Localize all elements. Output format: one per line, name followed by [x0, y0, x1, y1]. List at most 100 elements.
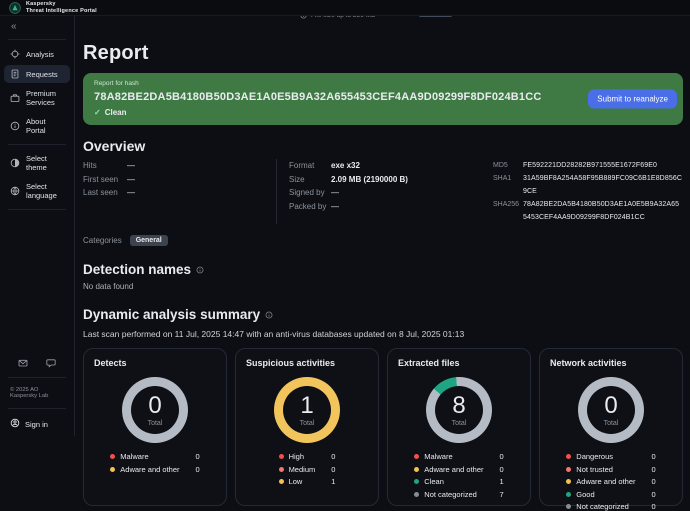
- legend-value: 7: [499, 489, 504, 499]
- legend-value: 0: [651, 464, 656, 474]
- dynamic-summary-title: Dynamic analysis summary: [83, 307, 261, 322]
- file-info-value: exe x32: [331, 161, 360, 170]
- donut-chart: 1 Total: [274, 377, 340, 443]
- file-info-label: Format: [289, 161, 315, 170]
- file-info-value: —: [331, 188, 339, 197]
- donut-total-value: 0: [604, 391, 618, 419]
- legend-value: 0: [651, 502, 656, 511]
- donut-center: 1 Total: [283, 386, 331, 434]
- legend-value: 0: [499, 464, 504, 474]
- feedback-chat-icon[interactable]: [46, 358, 56, 368]
- legend-label: Malware: [120, 452, 149, 461]
- legend-label: Good: [576, 489, 595, 499]
- legend-dot: [566, 479, 572, 484]
- summary-card: Detects 0 Total Malware 0 Adware and other 0: [83, 348, 227, 506]
- legend-dot: [414, 454, 420, 459]
- donut-total-label: Total: [603, 419, 619, 427]
- legend-label: Low: [288, 477, 303, 486]
- summary-card: Suspicious activities 1 Total High 0 Medium 0 L…: [235, 348, 379, 506]
- sidebar-collapse-button[interactable]: «: [4, 20, 70, 35]
- legend-dot: [566, 454, 572, 459]
- main-content: File size up to 256 MB Report Report for…: [75, 12, 690, 511]
- info-icon[interactable]: [265, 311, 273, 319]
- sign-in-label: Sign in: [25, 419, 48, 429]
- hash-label: MD5: [493, 162, 508, 169]
- sidebar-item-select-language[interactable]: Select language: [4, 178, 70, 204]
- legend-label: Dangerous: [576, 452, 613, 461]
- stat-value: —: [127, 161, 135, 170]
- legend-dot: [278, 454, 284, 459]
- file-info-value: —: [331, 201, 339, 211]
- no-data-text: No data found: [83, 282, 134, 291]
- briefcase-icon: [10, 93, 20, 103]
- sidebar-item-requests[interactable]: Requests: [4, 65, 70, 83]
- overview-heading: Overview: [83, 138, 146, 154]
- donut-total-value: 8: [452, 391, 466, 419]
- info-icon: [10, 121, 20, 131]
- card-legend: Malware 0 Adware and other 0 Clean 1 Not categ…: [414, 452, 504, 499]
- md5-value: FE592221DD28282B971555E1672F69E0: [523, 162, 657, 169]
- stat-label: Last seen: [83, 188, 118, 197]
- sidebar-item-label: About Portal: [26, 117, 46, 135]
- legend-dot: [414, 479, 420, 484]
- brand-subtitle: Threat Intelligence Portal: [26, 7, 97, 14]
- verdict-badge: ✓ Clean: [94, 108, 672, 117]
- person-icon: [10, 418, 20, 430]
- sidebar-item-premium-services[interactable]: Premium Services: [4, 85, 70, 111]
- legend-label: Not trusted: [576, 464, 613, 474]
- hash-label: SHA1: [493, 175, 512, 182]
- card-title: Suspicious activities: [246, 358, 336, 368]
- overview-grid: Hits — First seen — Last seen — Format exe x…: [83, 159, 683, 224]
- topbar: Kaspersky Threat Intelligence Portal: [0, 0, 690, 16]
- donut-chart: 0 Total: [122, 377, 188, 443]
- copyright-text: © 2025 AO Kaspersky Lab: [10, 387, 49, 399]
- legend-value: 0: [651, 477, 656, 486]
- email-icon[interactable]: [18, 358, 28, 368]
- legend-value: 1: [331, 477, 336, 486]
- sidebar-item-select-theme[interactable]: Select theme: [4, 150, 70, 176]
- divider: [8, 209, 66, 210]
- sign-in-button[interactable]: Sign in: [4, 413, 70, 431]
- theme-icon: [10, 158, 20, 168]
- donut-total-label: Total: [147, 419, 163, 427]
- card-legend: Dangerous 0 Not trusted 0 Adware and other 0 G…: [566, 452, 656, 511]
- info-icon[interactable]: [196, 266, 204, 274]
- legend-value: 0: [499, 452, 504, 461]
- legend-value: 0: [331, 464, 336, 474]
- legend-dot: [414, 491, 420, 497]
- legend-dot: [278, 479, 284, 484]
- summary-card: Network activities 0 Total Dangerous 0 Not tr…: [539, 348, 683, 511]
- kaspersky-logo[interactable]: Kaspersky Threat Intelligence Portal: [9, 1, 97, 15]
- donut-center: 0 Total: [587, 386, 635, 434]
- legend-label: Adware and other: [576, 477, 636, 486]
- category-chip[interactable]: General: [129, 235, 168, 246]
- sidebar-item-about-portal[interactable]: About Portal: [4, 113, 70, 139]
- card-legend: High 0 Medium 0 Low 1: [278, 452, 336, 486]
- legend-dot: [566, 504, 572, 509]
- verdict-label: Clean: [104, 108, 127, 117]
- legend-value: 0: [195, 452, 200, 461]
- submit-to-reanalyze-button[interactable]: Submit to reanalyze: [588, 89, 677, 109]
- sha256-value: 78A82BE2DA5B4180B50D3AE1A0E5B9A32A655453…: [523, 201, 680, 221]
- file-info-label: Packed by: [289, 201, 327, 211]
- divider: [276, 159, 277, 224]
- brand-name: Kaspersky: [26, 0, 56, 7]
- report-hash: 78A82BE2DA5B4180B50D3AE1A0E5B9A32A655453…: [94, 91, 542, 103]
- verdict-banner: Report for hash 78A82BE2DA5B4180B50D3AE1…: [83, 73, 683, 125]
- donut-total-label: Total: [299, 419, 315, 427]
- detection-names-heading: Detection names: [83, 262, 683, 277]
- legend-label: Adware and other: [424, 464, 484, 474]
- legend-dot: [278, 466, 284, 472]
- sidebar: « Analysis Requests: [0, 16, 75, 436]
- legend-value: 0: [651, 452, 656, 461]
- donut-total-value: 0: [148, 391, 162, 419]
- legend-label: Adware and other: [120, 464, 180, 474]
- sidebar-item-analysis[interactable]: Analysis: [4, 45, 70, 63]
- legend-value: 1: [499, 477, 504, 486]
- sha1-value: 31A59BF8A254A58F95B889FC09C6B1E8D856C9CE: [523, 175, 682, 195]
- dynamic-summary-heading: Dynamic analysis summary: [83, 307, 683, 322]
- legend-label: Not categorized: [576, 502, 629, 511]
- stat-value: —: [127, 174, 135, 184]
- categories-row: Categories General: [83, 235, 683, 246]
- card-legend: Malware 0 Adware and other 0: [110, 452, 200, 474]
